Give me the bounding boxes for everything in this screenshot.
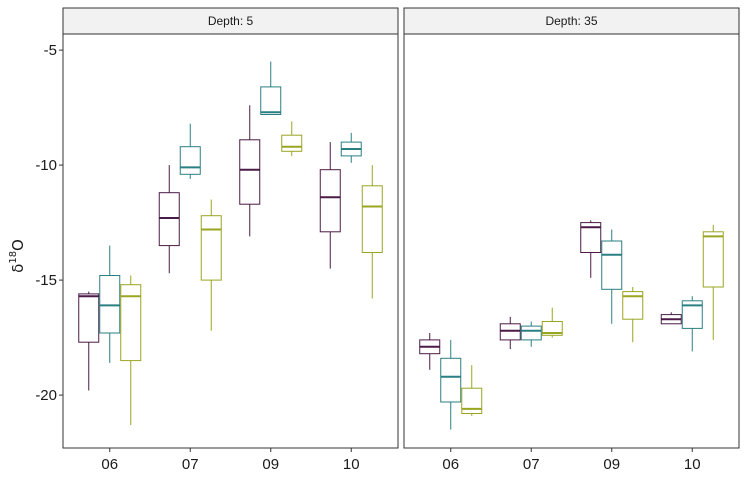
box-iqr — [440, 357, 462, 403]
box-iqr — [179, 146, 201, 175]
box-09-2 — [260, 61, 282, 116]
facet-strip-label: Depth: 5 — [208, 14, 254, 28]
box-10-2 — [681, 296, 703, 352]
box-09-1 — [580, 220, 602, 278]
panel-border — [62, 33, 399, 449]
box-iqr — [622, 291, 644, 320]
box-iqr — [681, 300, 703, 329]
box-07-2 — [520, 321, 542, 347]
box-07-2 — [179, 123, 201, 179]
facet-strip — [403, 7, 740, 35]
box-iqr — [120, 284, 142, 362]
y-tick-label: -10 — [35, 157, 57, 174]
box-10-1 — [319, 142, 341, 269]
box-iqr — [281, 134, 303, 152]
box-iqr — [239, 139, 261, 205]
box-09-1 — [239, 105, 261, 237]
box-10-2 — [340, 132, 362, 163]
box-iqr — [580, 222, 602, 254]
box-iqr — [601, 240, 623, 290]
box-07-1 — [499, 316, 521, 350]
y-axis-title-base: δ — [9, 264, 27, 273]
box-10-1 — [660, 312, 682, 325]
box-09-3 — [281, 121, 303, 156]
x-tick-label: 10 — [343, 456, 360, 473]
box-06-2 — [440, 339, 462, 430]
facet-panels: -20 -15 -10 -5 Depth: 5 06 07 09 10 Depth: 35 06 07… — [35, 7, 740, 473]
facet-panel: Depth: 5 06 07 09 10 — [62, 7, 399, 473]
box-07-3 — [541, 307, 563, 338]
box-iqr — [78, 293, 100, 343]
box-07-1 — [158, 165, 180, 274]
box-06-2 — [99, 245, 121, 363]
panel-border — [403, 33, 740, 449]
y-tick-label: -20 — [35, 387, 57, 404]
x-tick-label: 06 — [101, 456, 118, 473]
box-06-3 — [120, 275, 142, 425]
box-iqr — [702, 231, 724, 288]
x-tick-label: 07 — [523, 456, 540, 473]
box-iqr — [361, 185, 383, 253]
box-10-3 — [361, 165, 383, 299]
x-tick-label: 09 — [262, 456, 279, 473]
facet-strip — [62, 7, 399, 35]
box-iqr — [99, 275, 121, 334]
facet-panel: Depth: 35 06 07 09 10 — [403, 7, 740, 473]
box-07-3 — [200, 199, 222, 331]
box-iqr — [319, 169, 341, 233]
box-iqr — [200, 215, 222, 281]
box-iqr — [461, 387, 483, 415]
y-axis-title: δ18O — [8, 239, 27, 273]
box-iqr — [158, 192, 180, 247]
x-tick-label: 10 — [684, 456, 701, 473]
facet-strip-label: Depth: 35 — [545, 14, 597, 28]
box-iqr — [520, 325, 542, 341]
box-iqr — [260, 86, 282, 116]
box-iqr — [541, 321, 563, 336]
plot-area — [63, 34, 398, 448]
x-tick-label: 06 — [442, 456, 459, 473]
box-09-3 — [622, 287, 644, 343]
box-10-3 — [702, 224, 724, 340]
x-tick-label: 09 — [603, 456, 620, 473]
y-axis-title-tail: O — [9, 239, 27, 251]
box-06-1 — [419, 333, 441, 370]
box-iqr — [499, 323, 521, 341]
box-09-2 — [601, 229, 623, 324]
y-tick-label: -15 — [35, 272, 57, 289]
y-tick-label: -5 — [44, 42, 57, 59]
x-tick-label: 07 — [182, 456, 199, 473]
box-06-3 — [461, 365, 483, 416]
box-06-1 — [78, 291, 100, 391]
y-axis-title-sup: 18 — [8, 251, 19, 264]
